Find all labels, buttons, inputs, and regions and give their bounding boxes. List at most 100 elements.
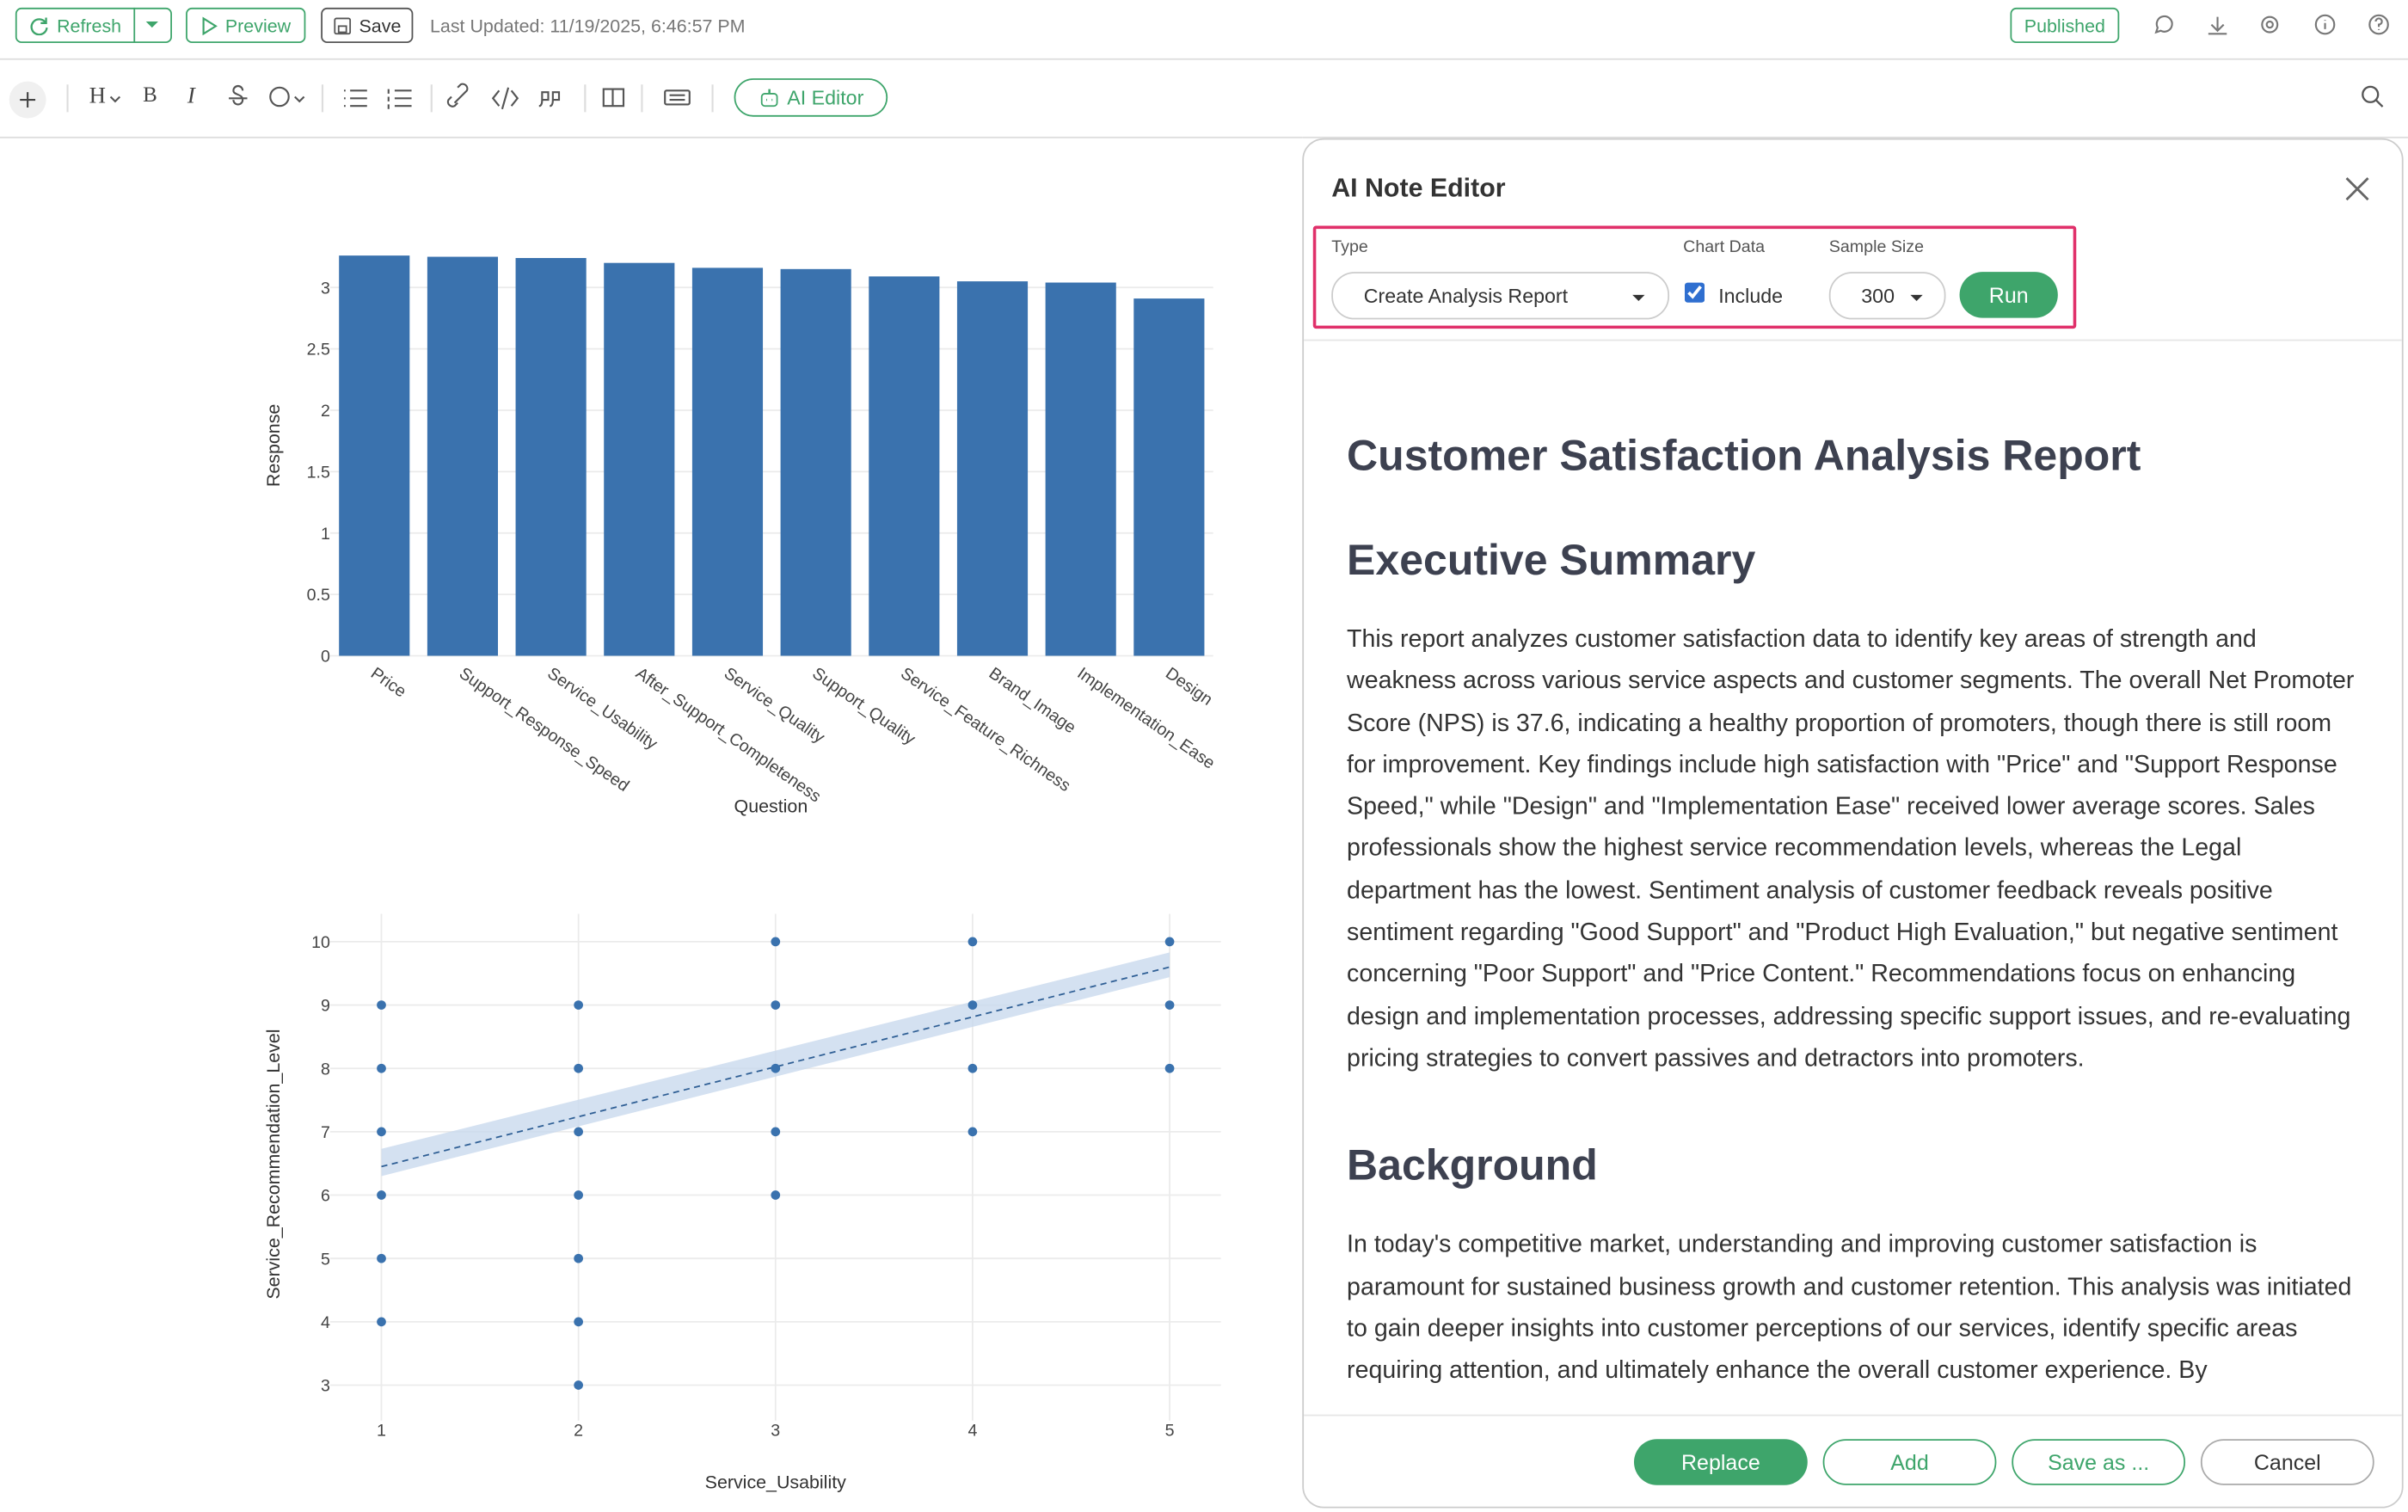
y-tick-label: 8 (321, 1060, 330, 1079)
x-tick-label: Design (1162, 664, 1216, 710)
x-axis-label: Service_Usability (705, 1472, 846, 1492)
dropdown-icon[interactable] (144, 20, 160, 29)
point (771, 1000, 781, 1010)
replace-button[interactable]: Replace (1633, 1439, 1808, 1485)
help-icon[interactable] (2368, 14, 2389, 35)
section-paragraph: In today's competitive market, understan… (1347, 1232, 2352, 1385)
sample-size-value: 300 (1861, 284, 1895, 308)
point (968, 1127, 978, 1137)
color-button[interactable] (269, 86, 290, 108)
info-icon[interactable] (2314, 14, 2336, 35)
bold-button[interactable]: B (143, 84, 157, 108)
type-label: Type (1331, 237, 1368, 257)
point (1164, 1063, 1175, 1073)
quote-button[interactable] (538, 91, 561, 108)
point (377, 1253, 386, 1263)
y-tick-label: 0 (321, 648, 330, 667)
bar (1133, 298, 1205, 656)
point (968, 1000, 978, 1010)
cancel-button[interactable]: Cancel (2200, 1439, 2374, 1485)
report: Customer Satisfaction Analysis Report Ex… (1347, 432, 2361, 1415)
preview-label: Preview (224, 14, 292, 36)
type-value: Create Analysis Report (1363, 284, 1569, 308)
bar (691, 267, 764, 656)
type-select[interactable]: Create Analysis Report (1331, 272, 1670, 320)
last-updated: Last Updated: 11/19/2025, 6:46:57 PM (429, 15, 746, 37)
y-tick-label: 2 (321, 402, 330, 421)
point (1164, 1000, 1175, 1010)
strike-button[interactable] (229, 85, 248, 106)
point (377, 1190, 386, 1200)
y-tick-label: 9 (321, 997, 330, 1016)
download-icon[interactable] (2208, 16, 2227, 35)
link-button[interactable] (446, 83, 469, 108)
y-axis-label: Service_Recommendation_Level (263, 1029, 284, 1299)
refresh-icon (30, 17, 48, 36)
point (574, 1380, 583, 1390)
toolbar-border (0, 136, 1303, 138)
charts: 0 0.5 1 1.5 2 2.5 3 Price Support_Response_Speed… (263, 255, 1221, 1492)
point (574, 1317, 583, 1327)
divider (1304, 1414, 2402, 1417)
search-icon[interactable] (2361, 84, 2386, 109)
point (771, 1127, 781, 1137)
include-checkbox[interactable] (1684, 282, 1705, 303)
x-tick-label: 1 (377, 1422, 386, 1441)
close-button[interactable] (2344, 175, 2371, 203)
code-button[interactable] (491, 87, 519, 110)
x-tick-label: 2 (574, 1422, 583, 1441)
save-icon (334, 16, 351, 34)
settings-icon[interactable] (2261, 15, 2279, 34)
run-button[interactable]: Run (1959, 272, 2058, 318)
ai-editor-button[interactable]: AI Editor (734, 78, 888, 117)
y-tick-label: 0.5 (307, 586, 330, 605)
y-tick-label: 6 (321, 1187, 330, 1206)
heading-button[interactable]: H (89, 84, 106, 109)
point (377, 1063, 386, 1073)
point (377, 1317, 386, 1327)
add-block-button[interactable] (9, 81, 46, 119)
panel-title: AI Note Editor (1331, 173, 1506, 203)
bullet-list-button[interactable] (343, 89, 367, 108)
point (968, 937, 978, 947)
sample-size-select[interactable]: 300 (1828, 272, 1946, 320)
include-label: Include (1718, 284, 1784, 308)
bar (339, 255, 410, 656)
y-tick-label: 1.5 (307, 464, 330, 482)
ai-editor-label: AI Editor (787, 85, 864, 109)
trend-line (381, 966, 1170, 1168)
y-tick-label: 2.5 (307, 341, 330, 360)
robot-icon (760, 88, 777, 107)
y-tick-label: 5 (321, 1250, 330, 1269)
x-tick-label: Service_Feature_Richness (897, 664, 1074, 796)
x-tick-label: 4 (968, 1422, 977, 1441)
bar (780, 268, 851, 656)
point (574, 1190, 583, 1200)
preview-button[interactable]: Preview (186, 7, 306, 43)
bar (869, 276, 940, 656)
x-tick-label: Support_Response_Speed (456, 664, 633, 796)
point (771, 1063, 781, 1073)
chart-data-label: Chart Data (1683, 237, 1766, 257)
comment-icon[interactable] (2154, 15, 2173, 34)
italic-button[interactable]: I (187, 84, 195, 109)
sample-size-label: Sample Size (1828, 237, 1925, 257)
point (574, 1127, 583, 1137)
refresh-button[interactable]: Refresh (15, 7, 172, 43)
section-heading: Background (1347, 1141, 1598, 1189)
x-axis-label: Question (734, 796, 808, 817)
add-button[interactable]: Add (1822, 1439, 1997, 1485)
keyboard-button[interactable] (664, 89, 691, 106)
top-bar (0, 0, 2408, 60)
save-button[interactable]: Save (321, 7, 414, 43)
bar (1045, 282, 1116, 656)
save-as-button[interactable]: Save as ... (2012, 1439, 2186, 1485)
number-list-button[interactable] (387, 89, 412, 109)
play-icon (201, 15, 218, 35)
bar (956, 281, 1029, 656)
toolbar-border (1302, 136, 2408, 138)
published-badge[interactable]: Published (2010, 7, 2120, 43)
point (1164, 937, 1175, 947)
y-tick-label: 7 (321, 1123, 330, 1142)
point (377, 1000, 386, 1010)
